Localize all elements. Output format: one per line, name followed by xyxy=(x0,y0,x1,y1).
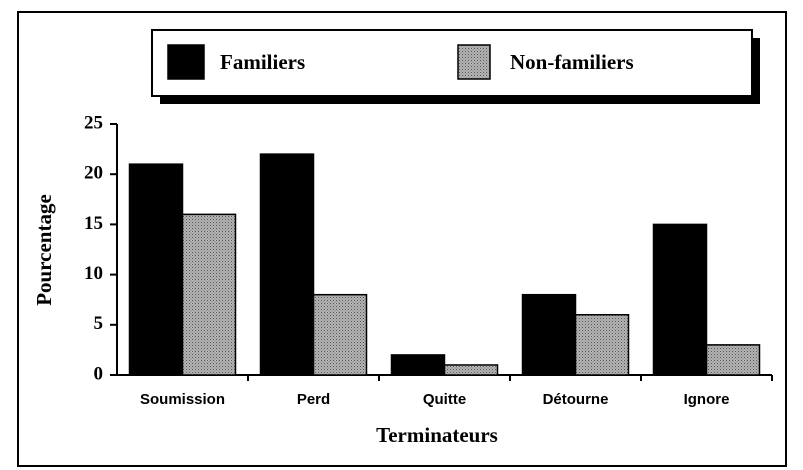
x-tick-label: Soumission xyxy=(140,391,225,408)
y-tick-label: 25 xyxy=(84,112,103,133)
legend-label: Familiers xyxy=(220,50,305,74)
y-tick-label: 10 xyxy=(84,263,103,284)
bar xyxy=(652,223,708,376)
bar xyxy=(443,364,499,376)
x-tick-label: Perd xyxy=(297,391,330,408)
frame xyxy=(17,11,787,467)
legend-box xyxy=(151,29,753,97)
y-tick-label: 20 xyxy=(84,163,103,184)
legend-swatch xyxy=(167,44,205,80)
x-tick-label: Quitte xyxy=(423,391,466,408)
x-axis-label: Terminateurs xyxy=(376,423,498,447)
x-tick-label: Ignore xyxy=(684,391,730,408)
bar xyxy=(390,354,446,376)
bar xyxy=(181,213,237,376)
y-tick-label: 15 xyxy=(84,213,103,234)
y-axis-label: Pourcentage xyxy=(32,194,56,306)
bar xyxy=(259,153,315,376)
legend-swatch xyxy=(457,44,491,80)
bar xyxy=(128,163,184,376)
bar xyxy=(312,293,368,376)
y-tick-label: 5 xyxy=(94,313,104,334)
bar xyxy=(574,314,630,376)
legend-label: Non-familiers xyxy=(510,50,634,74)
x-tick-label: Détourne xyxy=(543,391,609,408)
y-tick-label: 0 xyxy=(94,363,104,384)
bar xyxy=(705,344,761,376)
bar xyxy=(521,293,577,376)
